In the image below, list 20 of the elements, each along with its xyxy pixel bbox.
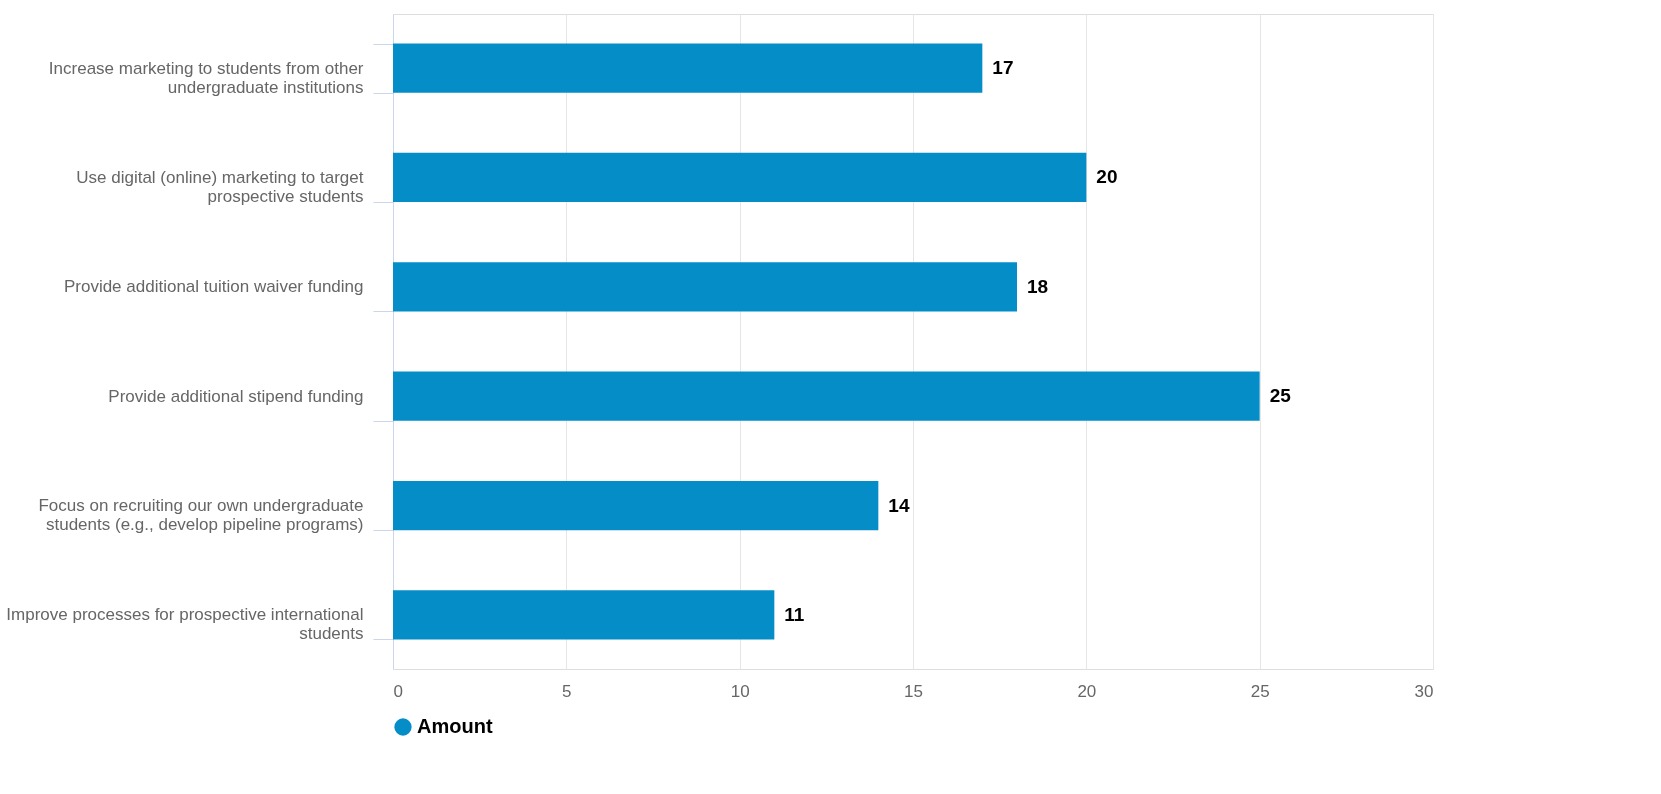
x-tick-label: 15	[904, 681, 923, 701]
x-tick-label: 0	[393, 681, 403, 701]
y-tick-label: Increase marketing to students from other undergraduate institutions	[48, 58, 364, 97]
data-label: 18	[1027, 275, 1049, 297]
y-tick-label: Focus on recruiting our own undergraduate students (e.g., develop pipeline programs)	[38, 496, 364, 535]
x-tick-label: 5	[562, 681, 572, 701]
data-label: 11	[784, 603, 805, 625]
y-tick-label: Provide additional stipend funding	[108, 386, 364, 406]
x-tick-label: 25	[1250, 681, 1270, 701]
x-tick-label: 20	[1077, 681, 1097, 701]
y-tick-label: Improve processes for prospective international students	[6, 605, 364, 644]
legend-label: Amount	[417, 715, 493, 737]
y-tick-label: Provide additional tuition waiver funding	[63, 277, 364, 297]
x-tick-label: 30	[1414, 681, 1434, 701]
data-label: 20	[1096, 166, 1118, 188]
data-label: 14	[888, 494, 910, 516]
data-label: 25	[1269, 385, 1292, 407]
data-label: 17	[992, 57, 1014, 79]
x-tick-label: 10	[730, 681, 750, 701]
y-tick-label: Use digital (online) marketing to target prospective students	[76, 167, 364, 206]
